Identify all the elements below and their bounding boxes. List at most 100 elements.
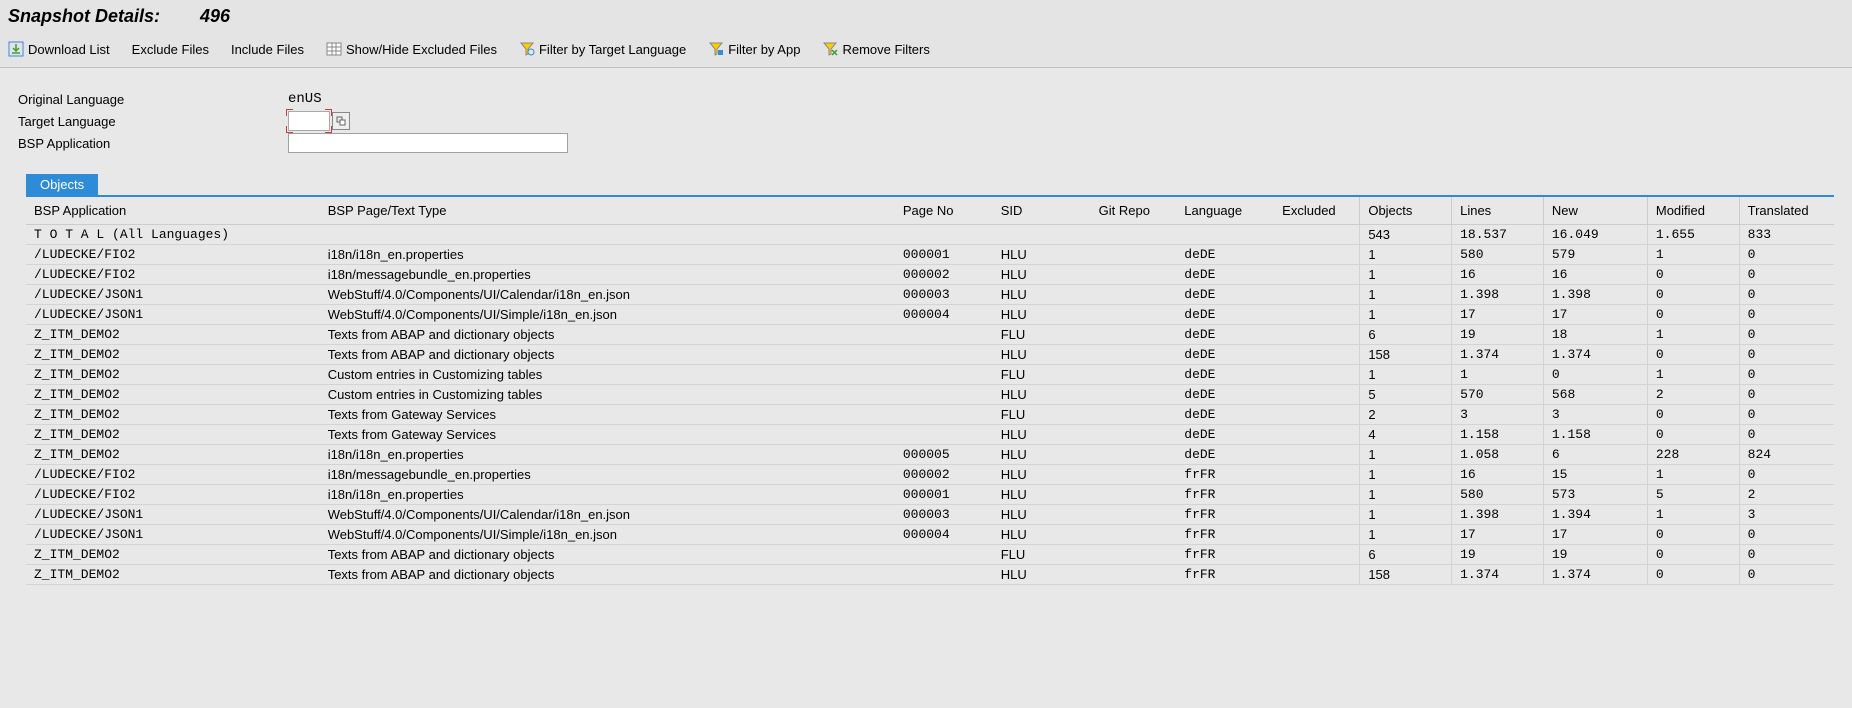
cell-lang: deDE: [1176, 325, 1274, 345]
cell-objects: 5: [1360, 385, 1452, 405]
cell-bsp: T O T A L (All Languages): [26, 225, 320, 245]
col-modified[interactable]: Modified: [1647, 197, 1739, 225]
cell-translated: 0: [1739, 265, 1834, 285]
toolbar: Download List Exclude Files Include File…: [0, 33, 1852, 68]
cell-modified: 5: [1647, 485, 1739, 505]
cell-lang: deDE: [1176, 425, 1274, 445]
cell-page: Texts from ABAP and dictionary objects: [320, 345, 895, 365]
filter-by-app-button[interactable]: Filter by App: [708, 41, 800, 57]
cell-pageno: [895, 565, 993, 585]
col-git-repo[interactable]: Git Repo: [1091, 197, 1177, 225]
cell-lines: 19: [1452, 325, 1544, 345]
cell-excl: [1274, 425, 1360, 445]
col-new[interactable]: New: [1543, 197, 1647, 225]
col-excluded[interactable]: Excluded: [1274, 197, 1360, 225]
cell-pageno: [895, 225, 993, 245]
cell-sid: HLU: [993, 565, 1091, 585]
cell-lines: 18.537: [1452, 225, 1544, 245]
table-row[interactable]: Z_ITM_DEMO2Texts from ABAP and dictionar…: [26, 565, 1834, 585]
cell-lines: 1.398: [1452, 505, 1544, 525]
col-bsp-application[interactable]: BSP Application: [26, 197, 320, 225]
cell-sid: HLU: [993, 245, 1091, 265]
col-lines[interactable]: Lines: [1452, 197, 1544, 225]
cell-translated: 0: [1739, 525, 1834, 545]
col-objects[interactable]: Objects: [1360, 197, 1452, 225]
table-row[interactable]: Z_ITM_DEMO2Texts from ABAP and dictionar…: [26, 345, 1834, 365]
table-row[interactable]: Z_ITM_DEMO2Texts from Gateway ServicesHL…: [26, 425, 1834, 445]
cell-lang: frFR: [1176, 545, 1274, 565]
cell-pageno: [895, 385, 993, 405]
cell-pageno: [895, 345, 993, 365]
cell-excl: [1274, 505, 1360, 525]
cell-modified: 0: [1647, 565, 1739, 585]
cell-sid: HLU: [993, 485, 1091, 505]
col-language[interactable]: Language: [1176, 197, 1274, 225]
download-icon: [8, 41, 24, 57]
cell-pageno: 000001: [895, 245, 993, 265]
cell-sid: HLU: [993, 285, 1091, 305]
cell-excl: [1274, 305, 1360, 325]
table-row[interactable]: Z_ITM_DEMO2Custom entries in Customizing…: [26, 365, 1834, 385]
table-row[interactable]: Z_ITM_DEMO2Custom entries in Customizing…: [26, 385, 1834, 405]
col-page-no[interactable]: Page No: [895, 197, 993, 225]
include-files-button[interactable]: Include Files: [231, 42, 304, 57]
table-row[interactable]: Z_ITM_DEMO2Texts from ABAP and dictionar…: [26, 325, 1834, 345]
cell-bsp: /LUDECKE/FIO2: [26, 485, 320, 505]
cell-translated: 0: [1739, 385, 1834, 405]
cell-lines: 1: [1452, 365, 1544, 385]
cell-page: WebStuff/4.0/Components/UI/Simple/i18n_e…: [320, 525, 895, 545]
bsp-application-input[interactable]: [288, 133, 568, 153]
cell-excl: [1274, 445, 1360, 465]
cell-modified: 0: [1647, 265, 1739, 285]
target-language-input[interactable]: [288, 111, 330, 131]
original-language-label: Original Language: [18, 92, 288, 107]
cell-objects: 1: [1360, 365, 1452, 385]
table-icon: [326, 41, 342, 57]
download-list-button[interactable]: Download List: [8, 41, 110, 57]
cell-sid: HLU: [993, 425, 1091, 445]
filter-by-language-button[interactable]: Filter by Target Language: [519, 41, 686, 57]
target-language-f4-button[interactable]: [332, 112, 350, 130]
cell-modified: 1.655: [1647, 225, 1739, 245]
showhide-excluded-button[interactable]: Show/Hide Excluded Files: [326, 41, 497, 57]
cell-new: 1.398: [1543, 285, 1647, 305]
cell-lang: deDE: [1176, 385, 1274, 405]
objects-table: BSP Application BSP Page/Text Type Page …: [26, 197, 1834, 585]
table-row[interactable]: T O T A L (All Languages)54318.53716.049…: [26, 225, 1834, 245]
table-row[interactable]: /LUDECKE/FIO2i18n/i18n_en.properties0000…: [26, 485, 1834, 505]
table-row[interactable]: /LUDECKE/FIO2i18n/messagebundle_en.prope…: [26, 265, 1834, 285]
table-row[interactable]: /LUDECKE/JSON1WebStuff/4.0/Components/UI…: [26, 285, 1834, 305]
cell-objects: 1: [1360, 485, 1452, 505]
cell-lang: deDE: [1176, 245, 1274, 265]
table-row[interactable]: /LUDECKE/JSON1WebStuff/4.0/Components/UI…: [26, 305, 1834, 325]
cell-bsp: /LUDECKE/JSON1: [26, 305, 320, 325]
cell-lang: deDE: [1176, 285, 1274, 305]
table-row[interactable]: /LUDECKE/FIO2i18n/i18n_en.properties0000…: [26, 245, 1834, 265]
cell-new: 15: [1543, 465, 1647, 485]
cell-objects: 1: [1360, 465, 1452, 485]
cell-lang: frFR: [1176, 465, 1274, 485]
cell-pageno: 000003: [895, 285, 993, 305]
remove-filters-button[interactable]: Remove Filters: [822, 41, 929, 57]
cell-lang: frFR: [1176, 565, 1274, 585]
table-row[interactable]: /LUDECKE/FIO2i18n/messagebundle_en.prope…: [26, 465, 1834, 485]
exclude-files-button[interactable]: Exclude Files: [132, 42, 209, 57]
cell-lines: 1.398: [1452, 285, 1544, 305]
col-translated[interactable]: Translated: [1739, 197, 1834, 225]
col-bsp-page[interactable]: BSP Page/Text Type: [320, 197, 895, 225]
col-sid[interactable]: SID: [993, 197, 1091, 225]
cell-excl: [1274, 545, 1360, 565]
cell-pageno: [895, 405, 993, 425]
cell-objects: 1: [1360, 445, 1452, 465]
include-files-label: Include Files: [231, 42, 304, 57]
table-row[interactable]: Z_ITM_DEMO2Texts from ABAP and dictionar…: [26, 545, 1834, 565]
cell-sid: HLU: [993, 265, 1091, 285]
cell-git: [1091, 465, 1177, 485]
cell-new: 16.049: [1543, 225, 1647, 245]
tab-objects[interactable]: Objects: [26, 174, 98, 195]
cell-git: [1091, 265, 1177, 285]
table-row[interactable]: /LUDECKE/JSON1WebStuff/4.0/Components/UI…: [26, 505, 1834, 525]
table-row[interactable]: Z_ITM_DEMO2i18n/i18n_en.properties000005…: [26, 445, 1834, 465]
table-row[interactable]: /LUDECKE/JSON1WebStuff/4.0/Components/UI…: [26, 525, 1834, 545]
table-row[interactable]: Z_ITM_DEMO2Texts from Gateway ServicesFL…: [26, 405, 1834, 425]
